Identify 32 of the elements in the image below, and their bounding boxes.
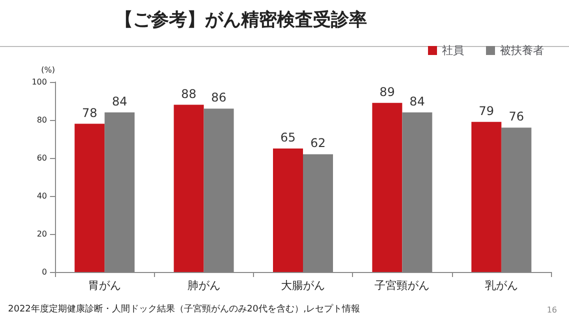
data-label: 65 (280, 130, 296, 144)
data-label: 88 (181, 86, 196, 101)
y-tick-label: 80 (36, 116, 47, 124)
bar (471, 122, 502, 272)
bar (273, 148, 303, 272)
data-label: 76 (508, 110, 524, 124)
x-tick-label: 大腸がん (281, 279, 325, 292)
data-label: 62 (310, 136, 326, 150)
x-tick-label: 肺がん (187, 279, 220, 292)
y-tick-label: 40 (36, 192, 47, 200)
data-label: 84 (112, 94, 128, 108)
y-tick-label: 0 (42, 268, 47, 276)
x-tick-label: 子宮頸がん (374, 279, 430, 292)
y-axis-title: (%) (41, 66, 55, 74)
x-tick-label: 乳がん (484, 279, 518, 292)
x-tick-label: 胃がん (88, 279, 122, 292)
bar (372, 102, 402, 272)
data-label: 78 (82, 106, 98, 120)
legend-label: 被扶養者 (500, 44, 544, 57)
data-label: 89 (380, 84, 395, 99)
data-label: 79 (478, 104, 494, 118)
bar (174, 104, 204, 272)
chart-title: 【ご参考】がん精密検査受診率 (115, 10, 367, 30)
data-label: 84 (410, 94, 425, 108)
y-tick-label: 60 (36, 154, 47, 162)
legend-label: 社員 (442, 44, 464, 57)
text: 16 (546, 306, 558, 314)
data-label: 86 (211, 90, 226, 105)
bar (74, 124, 105, 272)
y-tick-label: 100 (32, 78, 47, 86)
text: 2022年度定期健康診断・人間ドック結果（子宮頸がんのみ20代を含む）,レセプト情報 (8, 304, 360, 314)
y-tick-label: 20 (36, 230, 47, 238)
